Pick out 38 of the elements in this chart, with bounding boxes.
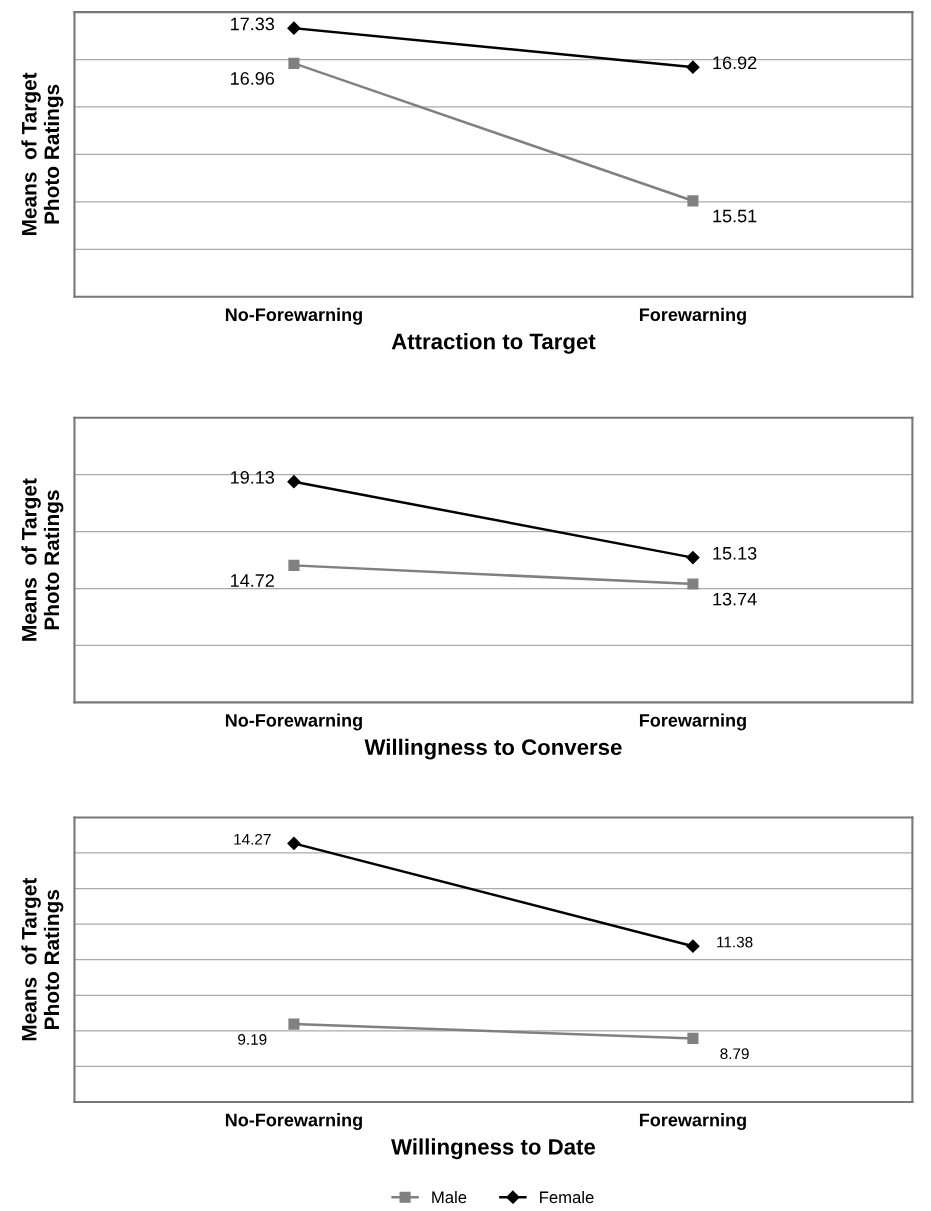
data-label: 15.13 (713, 546, 757, 560)
data-label: 14.72 (231, 574, 274, 587)
point (287, 836, 301, 850)
y-axis-title: Means of Target Photo Ratings (21, 72, 64, 235)
point (288, 1018, 300, 1030)
x-tick-label: Forewarning (639, 307, 746, 325)
legend-label: Female (540, 1191, 594, 1204)
point (287, 475, 301, 489)
point (687, 1032, 699, 1044)
data-label: 16.92 (713, 56, 757, 70)
legend-label: Male (432, 1191, 467, 1204)
y-axis-title: Means of Target Photo Ratings (21, 877, 64, 1041)
data-label: 8.79 (720, 1048, 749, 1060)
point (687, 578, 699, 590)
data-label: 11.38 (717, 936, 753, 948)
point (288, 57, 300, 69)
point (288, 559, 300, 571)
x-tick-label: Forewarning (639, 713, 746, 731)
x-axis-title: Willingness to Converse (364, 738, 622, 760)
data-label: 14.27 (234, 833, 271, 845)
data-label: 13.74 (713, 592, 757, 606)
data-label: 9.19 (238, 1034, 267, 1045)
x-tick-label: No-Forewarning (225, 307, 362, 325)
point (686, 60, 700, 74)
data-label: 16.96 (231, 72, 275, 85)
data-label: 17.33 (231, 17, 275, 31)
x-axis-title: Attraction to Target (391, 333, 596, 354)
point (287, 21, 301, 35)
x-axis-title: Willingness to Date (391, 1138, 596, 1160)
data-label: 19.13 (231, 471, 275, 484)
y-axis-title: Means of Target Photo Ratings (21, 478, 64, 641)
x-tick-label: Forewarning (639, 1113, 746, 1131)
x-tick-label: No-Forewarning (225, 1113, 362, 1131)
data-label: 15.51 (713, 209, 757, 223)
point (687, 195, 699, 207)
x-tick-label: No-Forewarning (225, 713, 362, 731)
point (686, 551, 700, 565)
point (686, 939, 700, 953)
